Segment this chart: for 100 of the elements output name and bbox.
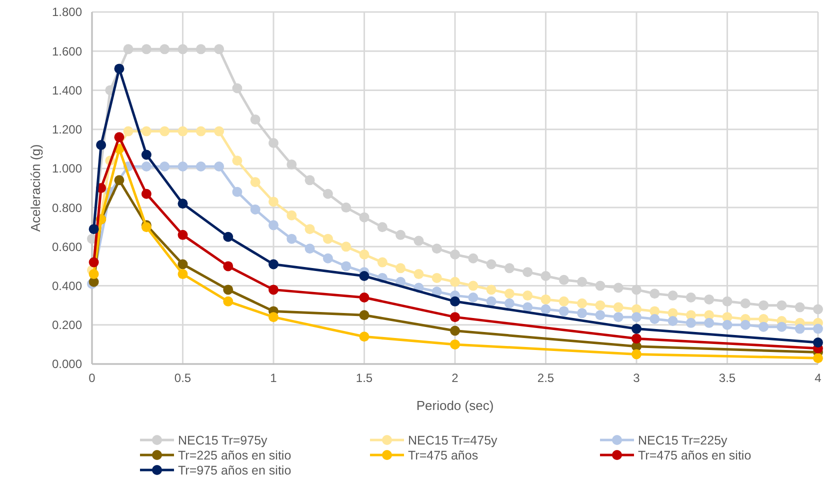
point	[223, 296, 234, 306]
point	[450, 249, 460, 260]
point	[223, 261, 234, 272]
y-tick-label: 1.400	[52, 83, 82, 98]
point	[540, 304, 551, 314]
point	[123, 126, 134, 136]
point	[632, 284, 642, 295]
point	[268, 312, 278, 322]
point	[268, 284, 278, 295]
point	[632, 312, 642, 322]
point	[178, 269, 188, 280]
x-tick-label: 4	[814, 371, 822, 385]
point	[704, 318, 714, 328]
point	[123, 44, 134, 54]
point	[813, 324, 823, 334]
point	[268, 220, 278, 230]
point	[794, 302, 805, 312]
point	[359, 310, 370, 320]
point	[450, 326, 460, 336]
point	[558, 306, 569, 316]
point	[522, 290, 533, 301]
legend-label: NEC15 Tr=225y	[638, 433, 728, 448]
legend-label: Tr=475 años	[408, 448, 478, 462]
point	[178, 161, 188, 172]
point	[776, 300, 787, 310]
point	[595, 280, 606, 291]
point	[232, 156, 242, 166]
point	[250, 114, 260, 125]
y-tick-label: 0.400	[52, 278, 82, 293]
point	[704, 294, 714, 304]
point	[223, 284, 234, 295]
point	[322, 188, 333, 199]
point	[141, 126, 152, 136]
point	[504, 288, 514, 299]
legend-label: NEC15 Tr=975y	[178, 433, 268, 448]
x-tick-label: 2.5	[537, 371, 554, 385]
point	[223, 232, 234, 242]
point	[668, 316, 678, 326]
point	[450, 296, 460, 306]
point	[794, 324, 805, 334]
point	[613, 312, 624, 322]
point	[522, 267, 533, 278]
point	[232, 83, 242, 94]
point	[359, 212, 370, 222]
point	[632, 334, 642, 344]
point	[450, 276, 460, 287]
point	[304, 175, 315, 186]
point	[577, 308, 588, 318]
y-axis-title: Aceleración (g)	[28, 144, 43, 232]
point	[468, 253, 478, 264]
legend-label: NEC15 Tr=475y	[408, 433, 498, 448]
point	[196, 44, 206, 54]
point	[178, 44, 188, 54]
point	[668, 290, 678, 301]
point	[377, 222, 388, 232]
point	[359, 271, 370, 281]
point	[178, 259, 188, 270]
point	[322, 253, 333, 264]
point	[450, 312, 460, 322]
point	[595, 310, 606, 320]
point	[141, 161, 152, 172]
point	[776, 322, 787, 332]
y-tick-label: 0.800	[52, 200, 82, 215]
point	[359, 292, 370, 303]
x-axis-title: Periodo (sec)	[416, 398, 494, 413]
point	[359, 249, 370, 260]
point	[286, 234, 297, 244]
point	[88, 269, 99, 280]
point	[414, 269, 424, 280]
point	[377, 257, 388, 268]
point	[322, 234, 333, 244]
point	[141, 150, 152, 160]
point	[740, 320, 750, 330]
point	[722, 296, 732, 306]
point	[214, 126, 224, 136]
point	[632, 349, 642, 360]
point	[88, 224, 99, 234]
point	[141, 44, 152, 54]
x-tick-label: 1	[270, 371, 278, 385]
point	[304, 244, 315, 254]
point	[740, 298, 750, 308]
point	[650, 314, 660, 324]
point	[758, 300, 769, 310]
point	[540, 271, 551, 281]
point	[577, 276, 588, 287]
point	[813, 353, 823, 364]
point	[813, 337, 823, 348]
x-tick-label: 0	[88, 371, 96, 385]
y-tick-label: 1.800	[52, 5, 82, 20]
point	[432, 272, 442, 283]
point	[114, 175, 124, 186]
legend-label: Tr=975 años en sitio	[178, 463, 292, 478]
point	[432, 244, 442, 254]
point	[486, 284, 496, 295]
point	[396, 263, 406, 274]
point	[304, 224, 315, 234]
y-tick-label: 0.600	[52, 240, 82, 254]
point	[486, 259, 496, 270]
y-tick-label: 1.600	[52, 44, 82, 58]
point	[522, 302, 533, 312]
